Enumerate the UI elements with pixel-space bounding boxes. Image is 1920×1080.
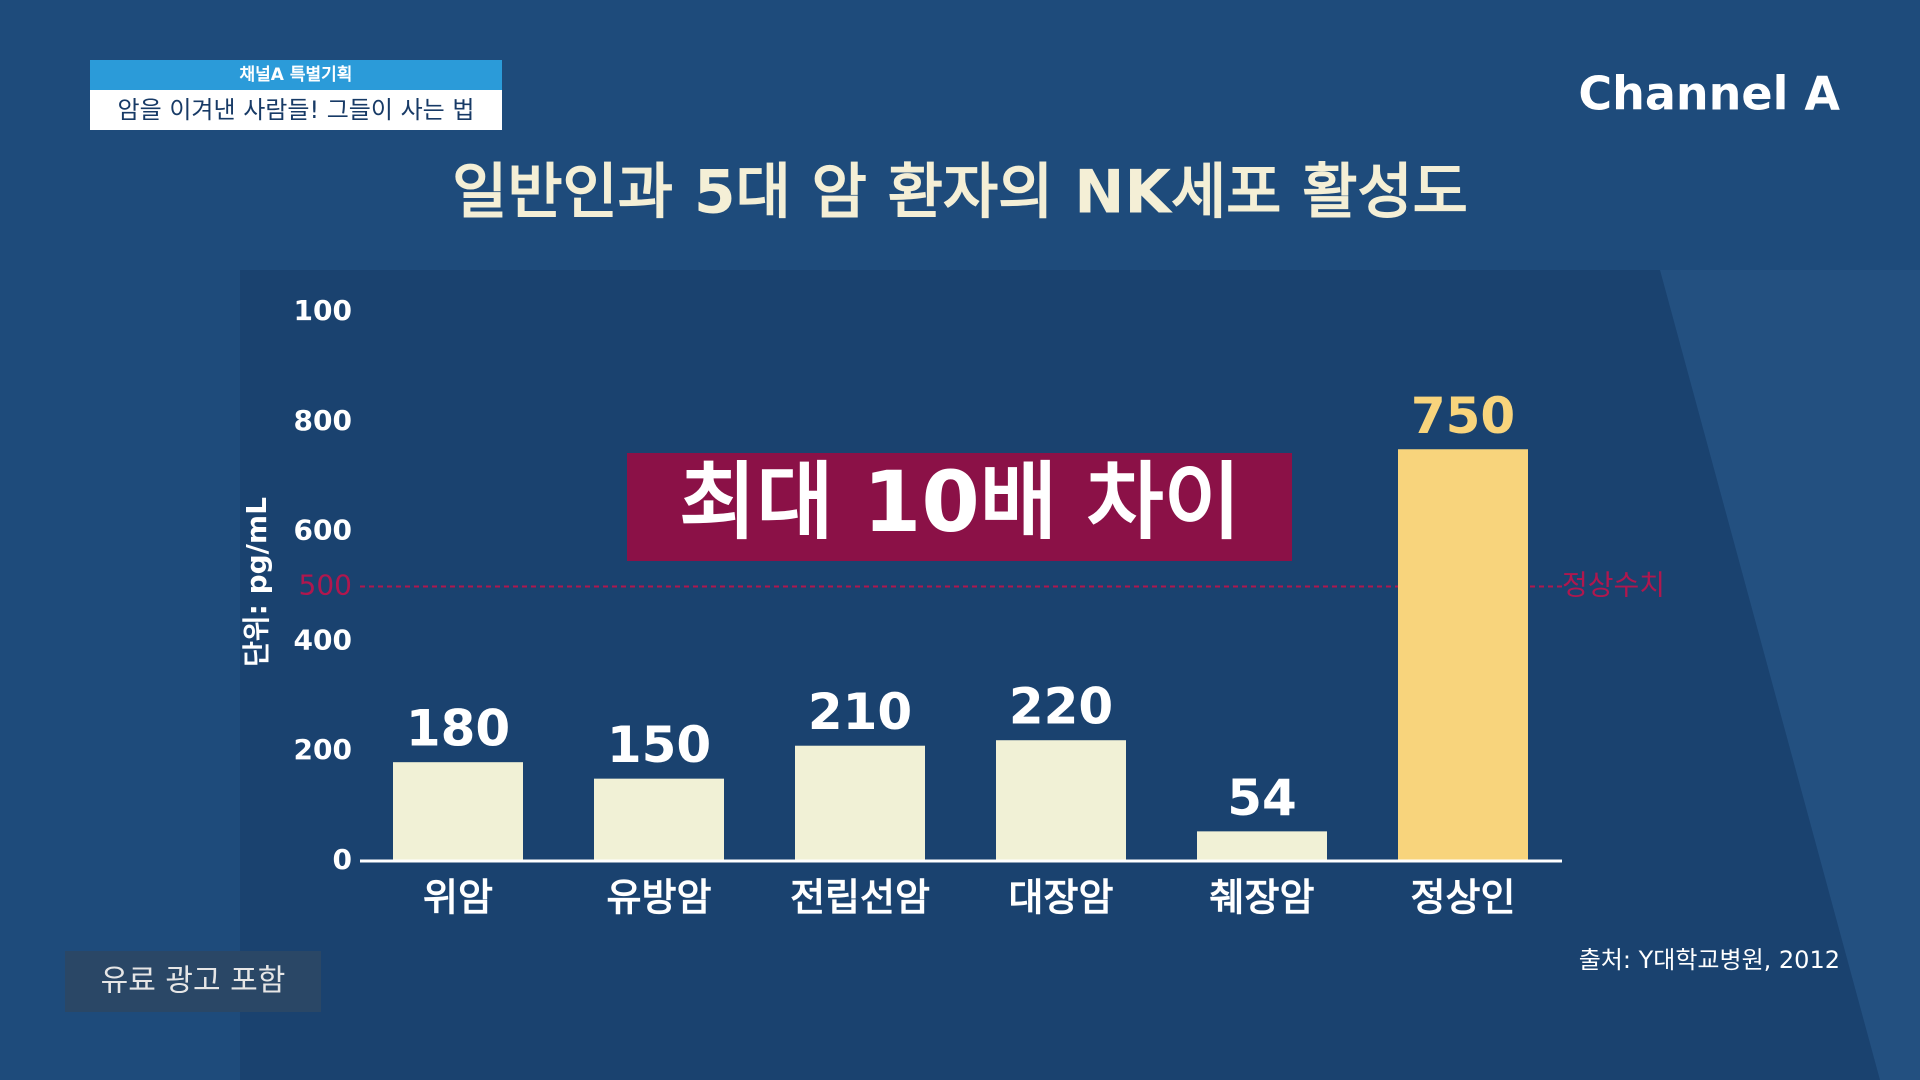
program-box: [90, 60, 502, 90]
y-tick-label: 800: [294, 404, 352, 437]
x-tick-label: 췌장암: [1210, 876, 1315, 920]
x-tick-label: 대장암: [1009, 876, 1114, 920]
x-tick-label: 유방암: [607, 876, 712, 920]
notice-box: [65, 951, 321, 1012]
bar: [1197, 831, 1327, 861]
y-axis-label: 단위: pg/mL: [240, 497, 273, 667]
x-tick-label: 정상인: [1411, 876, 1516, 920]
x-tick-label: 위암: [423, 876, 493, 920]
y-tick-label: 400: [294, 623, 352, 656]
value-label: 750: [1411, 387, 1515, 445]
bar: [594, 778, 724, 861]
program-title: 채널A 특별기획: [240, 65, 353, 85]
reference-label: 정상수치: [1562, 569, 1665, 602]
value-label: 210: [808, 683, 912, 741]
episode-box: [90, 90, 502, 130]
value-label: 220: [1009, 678, 1113, 736]
bar: [393, 762, 523, 861]
reference-value: 500: [299, 569, 352, 602]
source: 출처: Y대학교병원, 2012: [1579, 946, 1840, 974]
x-tick-label: 전립선암: [790, 876, 930, 920]
episode-title: 암을 이겨낸 사람들! 그들이 사는 법: [118, 96, 475, 124]
value-label: 150: [607, 716, 711, 774]
notice: 유료 광고 포함: [101, 964, 286, 999]
annotation: 최대 10배 차이: [679, 453, 1241, 551]
value-label: 180: [406, 700, 510, 758]
light-streak: [1660, 270, 1920, 1080]
y-tick-label: 200: [294, 733, 352, 766]
y-tick-label: 600: [294, 514, 352, 547]
y-tick-label: 100: [294, 294, 352, 327]
bar: [996, 740, 1126, 861]
y-tick-label: 0: [333, 843, 352, 876]
value-label: 54: [1227, 769, 1297, 827]
bar: [1398, 449, 1528, 861]
chart-panel: [240, 270, 1920, 1080]
annotation-box: [627, 453, 1292, 561]
bar: [795, 745, 925, 861]
chart-title: 일반인과 5대 암 환자의 NK세포 활성도: [452, 158, 1468, 228]
logo: Channel A: [1578, 67, 1840, 121]
